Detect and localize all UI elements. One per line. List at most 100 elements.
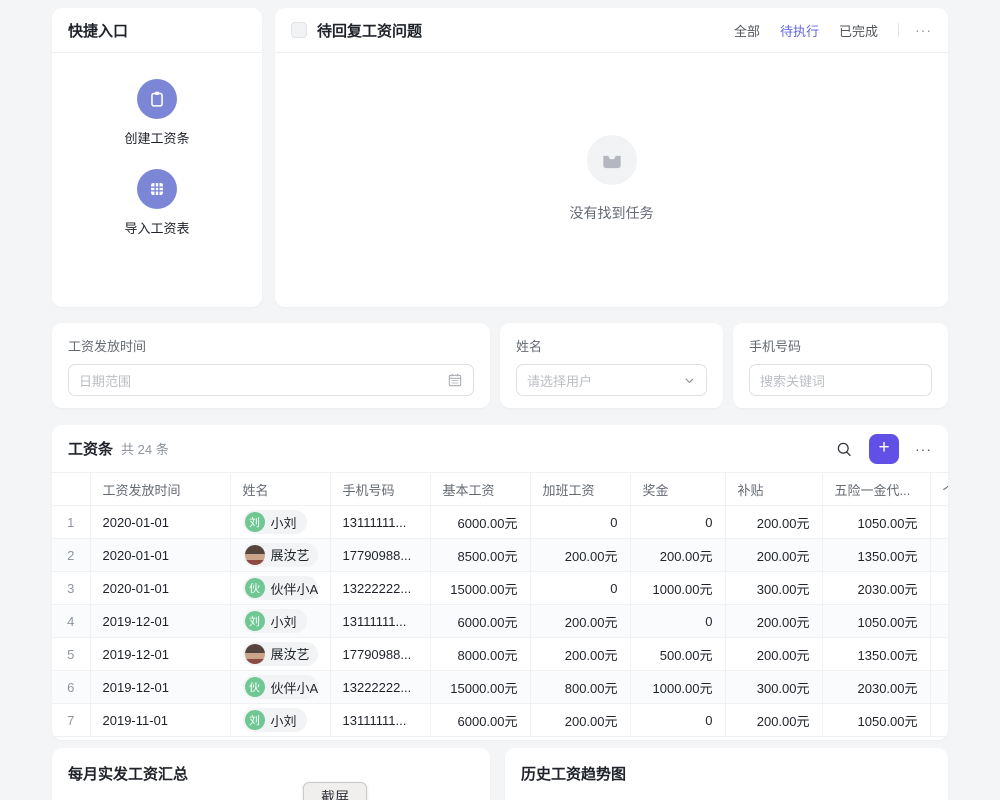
date-range-input[interactable]: 日期范围: [68, 364, 474, 396]
cell-phone: 17790988...: [330, 538, 431, 572]
column-header[interactable]: 五险一金代...: [822, 472, 931, 506]
user-chip[interactable]: 展汝艺: [242, 542, 318, 567]
cell-name: 伙 伙伴小A: [230, 571, 331, 605]
cell-pay-date: 2020-01-01: [90, 505, 231, 539]
cell-base-salary: 6000.00元: [430, 604, 531, 638]
cell-name: 刘 小刘: [230, 604, 331, 638]
table-row[interactable]: 5 2019-12-01 展汝艺 17790988... 8000.00元 20…: [52, 637, 948, 671]
column-header[interactable]: 个: [930, 472, 948, 506]
cell-clipped: [930, 670, 948, 704]
cell-insurance: 1050.00元: [822, 505, 931, 539]
user-name: 小刘: [270, 713, 297, 729]
user-chip[interactable]: 刘 小刘: [242, 609, 307, 633]
column-header[interactable]: 手机号码: [330, 472, 431, 506]
user-name: 伙伴小A: [270, 680, 319, 696]
cell-bonus: 200.00元: [630, 538, 726, 572]
empty-state: 没有找到任务: [275, 135, 948, 223]
import-payroll-button[interactable]: 导入工资表: [52, 169, 262, 237]
avatar: 伙: [244, 677, 265, 697]
screenshot-button[interactable]: 截屏: [303, 782, 367, 800]
user-chip[interactable]: 展汝艺: [242, 641, 318, 666]
column-header[interactable]: 奖金: [630, 472, 726, 506]
table-title: 工资条: [68, 441, 114, 458]
user-chip[interactable]: 伙 伙伴小A: [242, 576, 318, 600]
cell-bonus: 1000.00元: [630, 670, 726, 704]
avatar: 刘: [244, 710, 265, 730]
cell-pay-date: 2019-12-01: [90, 637, 231, 671]
table-row[interactable]: 6 2019-12-01 伙 伙伴小A 13222222... 15000.00…: [52, 670, 948, 704]
filter-label: 姓名: [516, 339, 543, 354]
user-name: 展汝艺: [270, 548, 310, 563]
cell-base-salary: 8500.00元: [430, 538, 531, 572]
column-header[interactable]: 加班工资: [530, 472, 631, 506]
cell-base-salary: 8000.00元: [430, 637, 531, 671]
table-row[interactable]: 3 2020-01-01 伙 伙伴小A 13222222... 15000.00…: [52, 571, 948, 605]
add-record-button[interactable]: +: [869, 433, 899, 464]
cell-name: 刘 小刘: [230, 703, 331, 737]
search-icon[interactable]: [835, 440, 853, 458]
cell-name: 展汝艺: [230, 637, 331, 671]
quick-entry-label: 创建工资条: [124, 131, 190, 146]
pending-tasks-panel: 待回复工资问题 全部 待执行 已完成 ··· 没有找到任务: [275, 8, 948, 307]
calendar-icon: [448, 374, 462, 387]
table-row[interactable]: 7 2019-11-01 刘 小刘 13111111... 6000.00元 2…: [52, 703, 948, 737]
select-all-checkbox[interactable]: [291, 22, 307, 38]
column-header[interactable]: 姓名: [230, 472, 331, 506]
salary-trend-panel: 历史工资趋势图: [505, 748, 948, 800]
column-header[interactable]: 基本工资: [430, 472, 531, 506]
row-index: 5: [52, 637, 91, 671]
avatar: [244, 643, 265, 664]
cell-subsidy: 200.00元: [725, 538, 823, 572]
cell-base-salary: 6000.00元: [430, 703, 531, 737]
table-more-icon[interactable]: ···: [915, 440, 932, 457]
avatar: 刘: [244, 611, 265, 631]
task-tab[interactable]: 全部: [733, 23, 760, 39]
column-header[interactable]: 工资发放时间: [90, 472, 231, 506]
table-grid-icon: [137, 169, 177, 209]
cell-pay-date: 2019-12-01: [90, 670, 231, 704]
cell-name: 刘 小刘: [230, 505, 331, 539]
cell-insurance: 1350.00元: [822, 538, 931, 572]
inbox-icon: [586, 135, 637, 185]
cell-phone: 13222222...: [330, 571, 431, 605]
cell-pay-date: 2020-01-01: [90, 538, 231, 572]
table-row[interactable]: 1 2020-01-01 刘 小刘 13111111... 6000.00元 0…: [52, 505, 948, 539]
table-row[interactable]: 2 2020-01-01 展汝艺 17790988... 8500.00元 20…: [52, 538, 948, 572]
user-chip[interactable]: 伙 伙伴小A: [242, 675, 319, 699]
cell-clipped: [930, 604, 948, 638]
cell-phone: 13111111...: [330, 703, 431, 737]
row-index: 1: [52, 505, 91, 539]
create-payslip-button[interactable]: 创建工资条: [52, 79, 262, 147]
task-tab[interactable]: 已完成: [838, 23, 878, 39]
input-placeholder: 搜索关键词: [760, 373, 826, 389]
task-filter-tabs: 全部 待执行 已完成: [734, 21, 878, 40]
task-tab[interactable]: 待执行: [779, 23, 819, 39]
tasks-header: 待回复工资问题 全部 待执行 已完成 ···: [275, 8, 948, 53]
column-header[interactable]: 补贴: [725, 472, 823, 506]
user-chip[interactable]: 刘 小刘: [242, 510, 307, 534]
cell-overtime: 200.00元: [530, 637, 631, 671]
cell-overtime: 0: [530, 505, 631, 539]
avatar: 伙: [244, 578, 265, 598]
cell-bonus: 500.00元: [630, 637, 726, 671]
cell-name: 展汝艺: [230, 538, 331, 572]
chevron-down-icon: [685, 378, 694, 383]
user-select[interactable]: 请选择用户: [516, 364, 707, 396]
panel-title: 历史工资趋势图: [521, 766, 627, 783]
table-row[interactable]: 4 2019-12-01 刘 小刘 13111111... 6000.00元 2…: [52, 604, 948, 638]
filter-phone: 手机号码 搜索关键词: [733, 323, 948, 408]
cell-bonus: 0: [630, 703, 726, 737]
panel-title: 快捷入口: [68, 22, 129, 40]
column-header[interactable]: [52, 472, 91, 506]
cell-insurance: 1350.00元: [822, 637, 931, 671]
row-index: 6: [52, 670, 91, 704]
cell-clipped: [930, 505, 948, 539]
cell-base-salary: 15000.00元: [430, 670, 531, 704]
phone-search-input[interactable]: 搜索关键词: [749, 364, 932, 396]
user-chip[interactable]: 刘 小刘: [242, 708, 307, 732]
cell-phone: 13222222...: [330, 670, 431, 704]
more-menu-icon[interactable]: ···: [915, 22, 932, 38]
row-index: 3: [52, 571, 91, 605]
